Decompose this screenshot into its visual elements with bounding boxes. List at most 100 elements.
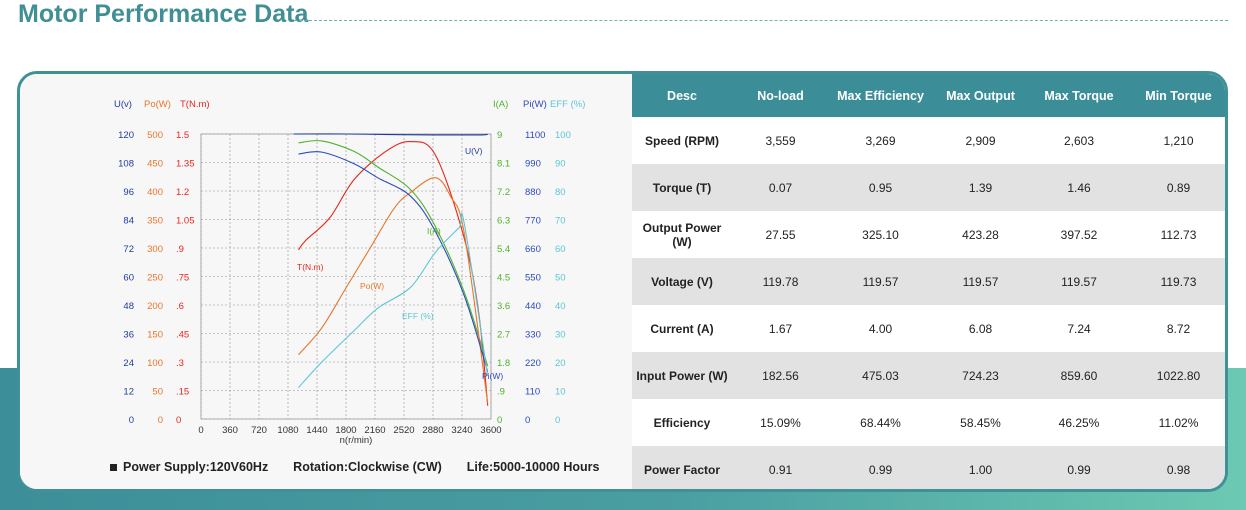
tick-label-po: 500	[147, 130, 163, 141]
axis-header-po: Po(W)	[144, 99, 171, 110]
axis-header-u: U(v)	[114, 99, 132, 110]
tick-label-t: 1.2	[176, 187, 189, 198]
table-cell: 112.73	[1129, 211, 1225, 258]
tick-label-u: 48	[123, 301, 134, 312]
series-label-po: Po(W)	[360, 281, 384, 291]
tick-label-po: 250	[147, 273, 163, 284]
header-min-torque: Min Torque	[1129, 74, 1225, 117]
tick-label-x: 3600	[480, 425, 501, 436]
tick-label-u: 72	[123, 244, 134, 255]
tick-label-pi: 880	[525, 187, 541, 198]
tick-label-i: 2.7	[497, 330, 510, 341]
tick-label-pi: 990	[525, 159, 541, 170]
tick-label-i: 6.3	[497, 216, 510, 227]
tick-label-t: 0	[176, 415, 181, 426]
tick-label-u: 0	[129, 415, 134, 426]
page-title: Motor Performance Data	[18, 0, 309, 28]
series-line-pi	[298, 151, 489, 372]
tick-label-eff: 70	[555, 216, 566, 227]
tick-label-po: 200	[147, 301, 163, 312]
tick-label-po: 50	[152, 387, 163, 398]
title-divider	[294, 20, 1228, 21]
table-row: Power Factor 0.91 0.99 1.00 0.99 0.98	[632, 446, 1225, 489]
row-label: Efficiency	[632, 399, 732, 446]
series-line-t	[298, 141, 489, 406]
table-cell: 11.02%	[1129, 399, 1225, 446]
life-text: Life:5000-10000 Hours	[466, 460, 600, 474]
table-cell: 119.57	[932, 258, 1029, 305]
axis-header-i: I(A)	[493, 99, 508, 110]
chart-footer: Power Supply:120V60Hz Rotation:Clockwise…	[110, 460, 599, 474]
tick-label-po: 400	[147, 187, 163, 198]
tick-label-eff: 50	[555, 273, 566, 284]
series-line-eff	[298, 212, 489, 388]
tick-label-po: 150	[147, 330, 163, 341]
table-cell: 58.45%	[932, 399, 1029, 446]
header-no-load: No-load	[732, 74, 829, 117]
header-desc: Desc	[632, 74, 732, 117]
tick-label-eff: 80	[555, 187, 566, 198]
tick-label-i: 0	[497, 415, 502, 426]
table-cell: 859.60	[1029, 352, 1129, 399]
table-cell: 7.24	[1029, 305, 1129, 352]
axis-header-t: T(N.m)	[180, 99, 210, 110]
table-cell: 397.52	[1029, 211, 1129, 258]
table-cell: 1022.80	[1129, 352, 1225, 399]
axis-header-eff: EFF (%)	[550, 99, 585, 110]
row-label: Power Factor	[632, 446, 732, 489]
tick-label-t: .75	[176, 273, 189, 284]
tick-label-x: 3240	[451, 425, 472, 436]
header-max-output: Max Output	[932, 74, 1029, 117]
tick-label-u: 24	[123, 358, 134, 369]
table-cell: 3,269	[829, 117, 932, 164]
tick-label-x: 0	[198, 425, 203, 436]
tick-label-x: 2160	[364, 425, 385, 436]
table-row: Efficiency 15.09% 68.44% 58.45% 46.25% 11.02%	[632, 399, 1225, 446]
table-cell: 15.09%	[732, 399, 829, 446]
tick-label-t: .9	[176, 244, 184, 255]
table-cell: 325.10	[829, 211, 932, 258]
tick-label-i: 5.4	[497, 244, 510, 255]
tick-label-po: 450	[147, 159, 163, 170]
table-cell: 119.57	[829, 258, 932, 305]
performance-card: U(v) Po(W) T(N.m) I(A) Pi(W) EFF (%) 120 500 1.5…	[17, 71, 1228, 492]
performance-chart: U(v) Po(W) T(N.m) I(A) Pi(W) EFF (%)120 500 1.5…	[114, 99, 585, 446]
tick-label-pi: 220	[525, 358, 541, 369]
bullet-icon	[110, 464, 117, 472]
table-cell: 1.46	[1029, 164, 1129, 211]
tick-label-t: .15	[176, 387, 189, 398]
tick-label-i: 7.2	[497, 187, 510, 198]
table-cell: 1.00	[932, 446, 1029, 489]
series-label-eff: EFF (%)	[402, 311, 434, 321]
rotation-text: Rotation:Clockwise (CW)	[293, 460, 442, 474]
table-row: Current (A) 1.67 4.00 6.08 7.24 8.72	[632, 305, 1225, 352]
tick-label-u: 84	[123, 216, 134, 227]
series-line-u	[293, 133, 488, 136]
series-label-i: I(A)	[427, 226, 441, 236]
row-label: Output Power (W)	[632, 211, 732, 258]
tick-label-pi: 770	[525, 216, 541, 227]
tick-label-t: 1.5	[176, 130, 189, 141]
tick-label-x: 1440	[306, 425, 327, 436]
header-max-efficiency: Max Efficiency	[829, 74, 932, 117]
tick-label-eff: 60	[555, 244, 566, 255]
x-axis-label: n(r/min)	[340, 435, 373, 446]
tick-label-i: 9	[497, 130, 502, 141]
tick-label-t: .6	[176, 301, 184, 312]
row-label: Input Power (W)	[632, 352, 732, 399]
series-label-u: U(V)	[465, 146, 483, 156]
power-supply-text: Power Supply:120V60Hz	[123, 460, 269, 474]
table-cell: 0.89	[1129, 164, 1225, 211]
table-cell: 1.39	[932, 164, 1029, 211]
performance-table: Desc No-load Max Efficiency Max Output Max T…	[632, 74, 1225, 489]
chart-panel: U(v) Po(W) T(N.m) I(A) Pi(W) EFF (%) 120 500 1.5…	[20, 74, 632, 489]
table-cell: 182.56	[732, 352, 829, 399]
table-cell: 2,909	[932, 117, 1029, 164]
table-cell: 1.67	[732, 305, 829, 352]
tick-label-t: .3	[176, 358, 184, 369]
series-line-po	[298, 177, 489, 404]
table-cell: 0.91	[732, 446, 829, 489]
axis-header-pi: Pi(W)	[523, 99, 547, 110]
tick-label-po: 100	[147, 358, 163, 369]
table-cell: 423.28	[932, 211, 1029, 258]
